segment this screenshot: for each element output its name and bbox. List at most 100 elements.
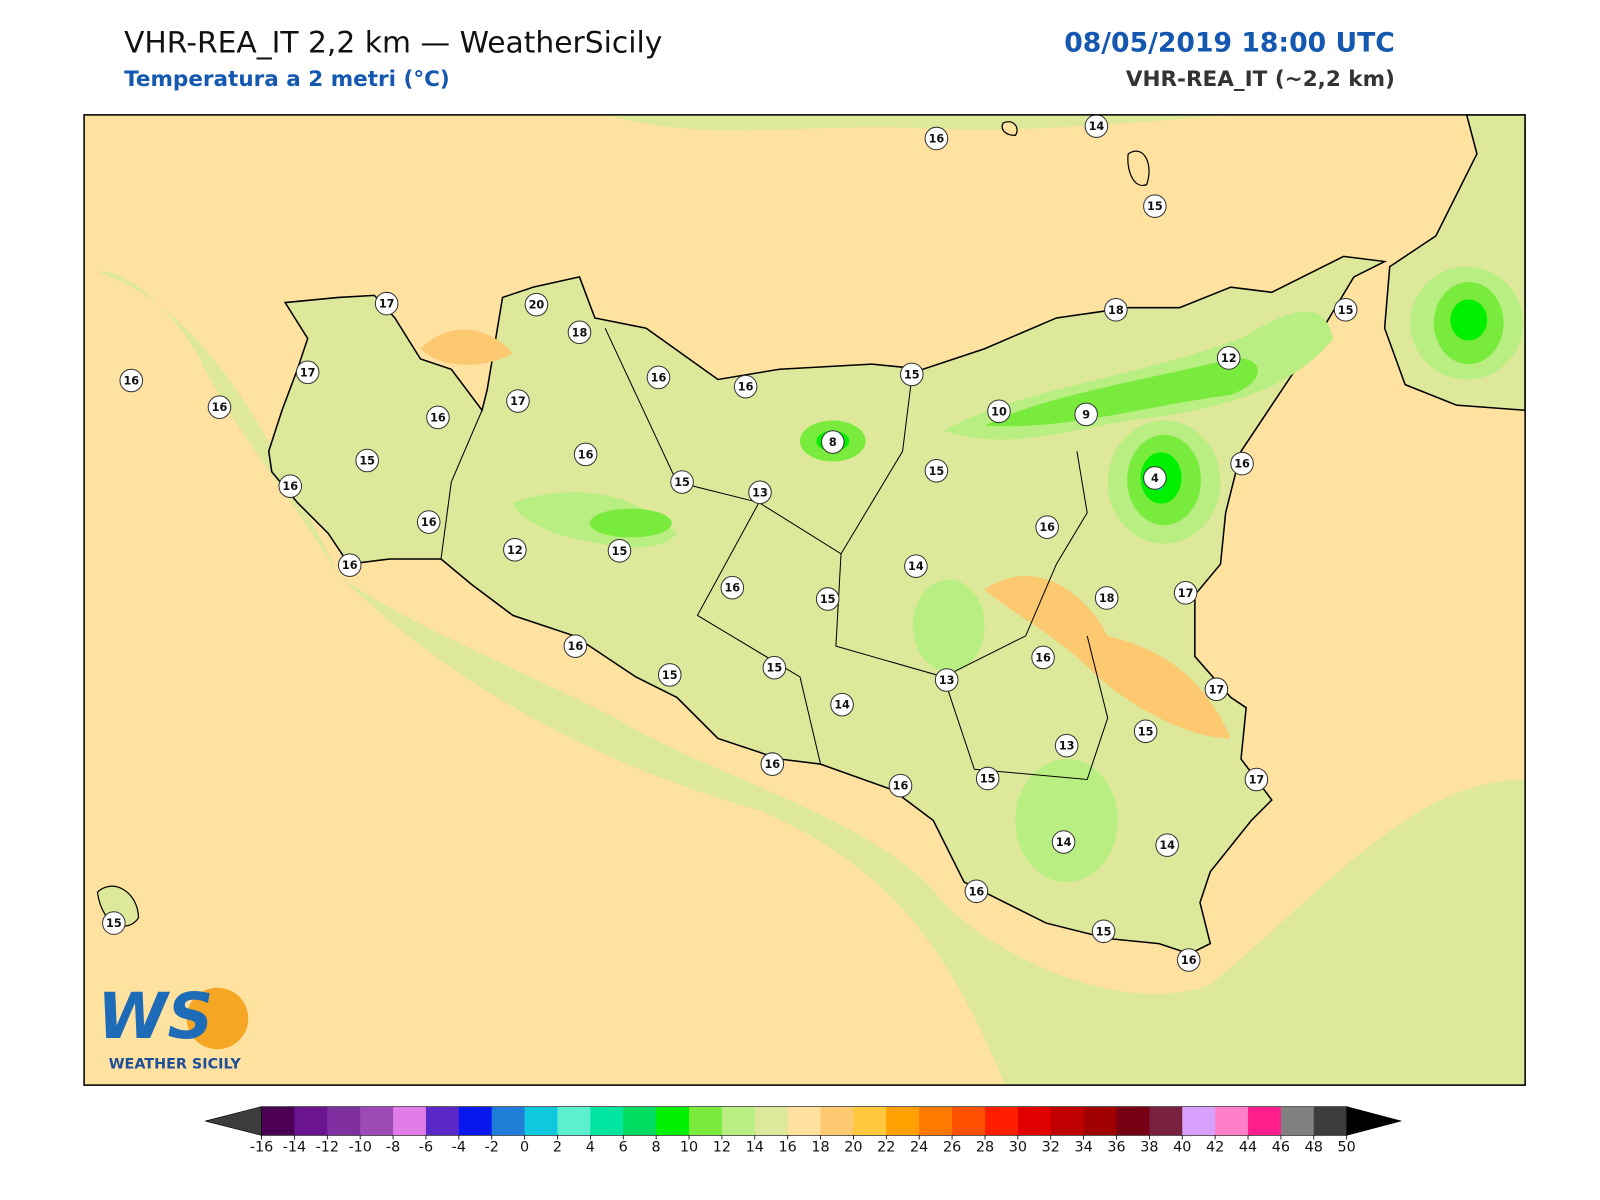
cool-area <box>984 358 1258 427</box>
station-marker <box>1035 515 1059 539</box>
station-marker <box>670 470 694 494</box>
station-marker <box>573 442 598 467</box>
station-value: 15 <box>106 917 122 930</box>
station-value: 15 <box>820 593 836 606</box>
station-marker <box>1104 297 1128 322</box>
logo-sun <box>186 987 249 1050</box>
station-value: 15 <box>1147 200 1163 213</box>
colorbar-tick-label: 22 <box>877 1140 895 1156</box>
colorbar-swatch <box>524 1106 558 1136</box>
island <box>1127 150 1150 187</box>
station-value: 16 <box>1181 954 1197 967</box>
mild-zone <box>97 271 1526 1086</box>
station-value: 17 <box>1209 683 1225 696</box>
station-value: 16 <box>1035 651 1051 664</box>
colorbar-tick-label: -4 <box>452 1140 466 1156</box>
station-marker <box>337 553 362 577</box>
station-marker <box>987 399 1011 424</box>
station-marker <box>815 587 840 611</box>
station-marker <box>760 752 785 776</box>
colorbar-tick-label: 30 <box>1009 1140 1027 1156</box>
colorbar-swatch <box>491 1106 526 1136</box>
station-marker <box>295 360 320 385</box>
station-marker <box>207 395 232 419</box>
station-value: 17 <box>300 366 316 379</box>
station-value: 16 <box>1039 521 1055 534</box>
station-marker <box>524 292 549 317</box>
colorbar-tick-label: 46 <box>1272 1140 1290 1156</box>
colorbar-swatch <box>754 1106 789 1136</box>
colorbar-tick-label: 4 <box>586 1140 595 1156</box>
station-value: 13 <box>939 674 955 687</box>
station-marker <box>503 537 527 562</box>
station-value: 16 <box>421 516 437 529</box>
station-value: 17 <box>1249 774 1265 787</box>
colorbar-swatch <box>721 1106 756 1136</box>
colorbar-tick-label: -10 <box>348 1140 371 1156</box>
station-value: 16 <box>929 132 945 145</box>
station-marker <box>657 663 682 687</box>
station-marker <box>278 474 303 498</box>
station-marker <box>563 634 588 658</box>
station-marker <box>924 126 949 151</box>
station-marker <box>102 911 126 935</box>
colorbar: -16 -14 -12 -10 -8 -6 -4 -2 0 2 4 6 8 10 12 14 16 18 20 22 2… <box>205 1106 1403 1156</box>
colorbar-swatch <box>853 1106 887 1136</box>
island <box>1001 121 1018 137</box>
colorbar-swatch <box>1050 1106 1085 1136</box>
colorbar-tick-label: 42 <box>1206 1140 1224 1156</box>
colorbar-tick-label: 48 <box>1305 1140 1323 1156</box>
colorbar-tick-label: -2 <box>485 1140 499 1156</box>
station-value: 14 <box>1089 120 1105 133</box>
colorbar-swatch <box>261 1106 295 1136</box>
colorbar-tick-label: 2 <box>553 1140 562 1156</box>
station-value: 14 <box>908 560 924 573</box>
station-value: 16 <box>123 375 139 388</box>
logo-name: WEATHER SICILY <box>109 1057 242 1073</box>
map-area: 16 14 15 17 20 18 18 15 16 17 16 16 16 15 12 17 16 10 9 8 16… <box>84 114 1526 1086</box>
colorbar-swatch <box>1149 1106 1183 1136</box>
colorbar-swatch <box>984 1106 1019 1136</box>
station-marker <box>1244 767 1269 792</box>
station-marker <box>506 389 530 413</box>
station-value: 16 <box>724 582 740 595</box>
colorbar-tick-label: -14 <box>283 1140 306 1156</box>
station-marker <box>720 575 745 600</box>
station-value: 8 <box>829 436 837 449</box>
colorbar-tick-label: 10 <box>680 1140 698 1156</box>
station-marker <box>830 692 854 717</box>
station-marker <box>924 458 949 483</box>
station-marker <box>1031 645 1055 670</box>
cool-area <box>912 579 985 672</box>
station-value: 16 <box>212 401 228 414</box>
station-value: 9 <box>1082 408 1090 421</box>
colorbar-tick-label: 34 <box>1074 1140 1092 1156</box>
cool-area <box>1450 299 1488 341</box>
station-marker <box>1230 451 1254 476</box>
station-value: 15 <box>1338 304 1354 317</box>
station-value: 17 <box>379 298 395 311</box>
station-value: 16 <box>651 371 667 384</box>
station-value: 12 <box>507 544 523 557</box>
colorbar-tick-label: -12 <box>316 1140 339 1156</box>
colorbar-swatch <box>1116 1106 1150 1136</box>
colorbar-tick-label: 38 <box>1140 1140 1158 1156</box>
station-value: 15 <box>767 662 783 675</box>
station-marker <box>1084 114 1109 138</box>
cool-area <box>589 508 672 538</box>
station-value: 15 <box>1096 925 1112 938</box>
station-value: 15 <box>359 455 375 468</box>
station-marker <box>1133 719 1158 744</box>
station-value: 16 <box>893 780 909 793</box>
station-value: 16 <box>430 411 446 424</box>
colorbar-tick-label: 6 <box>619 1140 628 1156</box>
colorbar-swatch <box>787 1106 821 1136</box>
warm-area <box>984 575 1231 739</box>
colorbar-swatch <box>1280 1106 1315 1136</box>
station-value: 15 <box>612 545 628 558</box>
station-value: 13 <box>1059 740 1075 753</box>
station-value: 15 <box>674 476 690 489</box>
colorbar-swatch <box>1083 1106 1117 1136</box>
cool-area <box>1015 758 1118 883</box>
